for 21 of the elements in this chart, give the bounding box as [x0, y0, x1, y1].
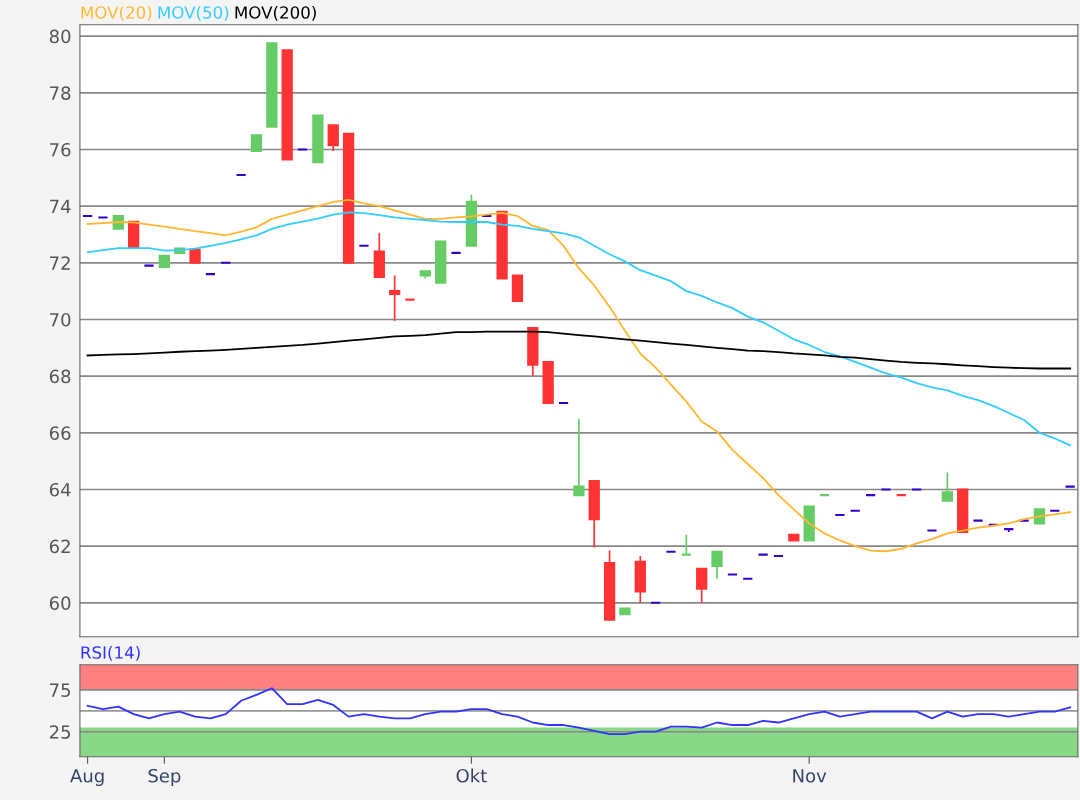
y-tick-label: 70	[50, 312, 71, 327]
text: MOV(50)	[158, 5, 229, 21]
y-tick-label: 74	[50, 199, 71, 213]
y-tick-label: 64	[49, 482, 71, 497]
text: MOV(200)	[235, 5, 316, 21]
y-tick-label: 60	[49, 596, 71, 610]
y-tick-label: 72	[50, 256, 70, 270]
x-tick-label: Aug	[70, 769, 104, 787]
y-tick-label: 68	[49, 369, 71, 384]
y-tick-label: 66	[49, 426, 71, 440]
text: RSI(14)	[81, 645, 140, 661]
text: MOV(20)	[81, 5, 152, 21]
y-tick-label: 75	[50, 683, 71, 698]
y-tick-label: 76	[50, 142, 71, 157]
y-tick-label: 78	[50, 86, 71, 100]
y-tick-label: 80	[49, 29, 71, 44]
y-tick-label: 25	[49, 725, 71, 739]
y-tick-label: 62	[49, 539, 70, 554]
x-tick-label: Okt	[456, 768, 487, 783]
x-tick-label: Nov	[793, 769, 827, 783]
x-tick-label: Sep	[148, 768, 181, 787]
